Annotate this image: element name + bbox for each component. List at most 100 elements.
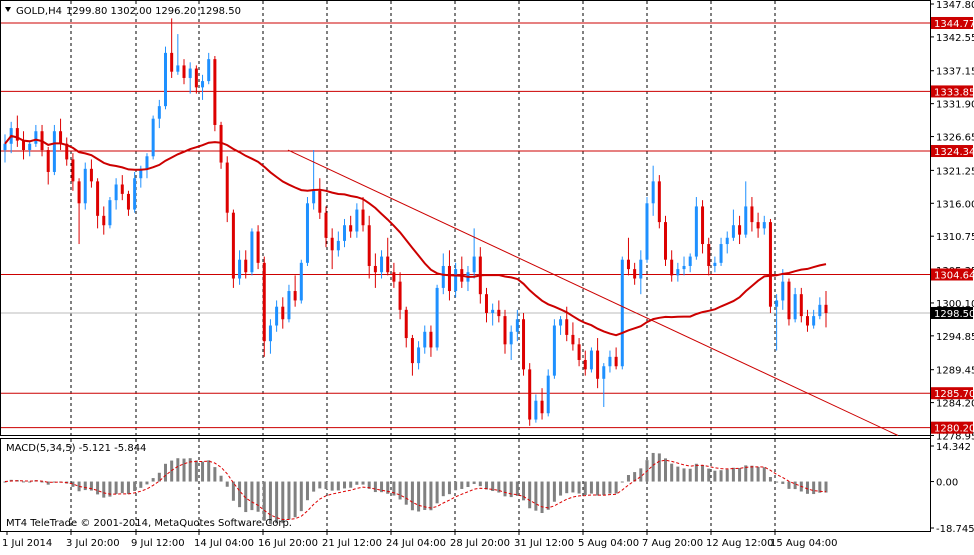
macd-bar	[738, 468, 742, 482]
trendline[interactable]	[287, 149, 899, 436]
level-tag	[931, 387, 973, 400]
time-label: 15 Aug 04:00	[770, 538, 837, 549]
macd-bar	[312, 481, 316, 492]
macd-bar	[484, 481, 488, 490]
candle-body	[225, 162, 229, 213]
candle-body	[275, 306, 279, 326]
candle-body	[213, 59, 217, 125]
candle-body	[207, 59, 211, 82]
candle-body	[404, 309, 408, 339]
macd-bar	[386, 481, 390, 494]
candle-body	[818, 304, 822, 317]
candle-body	[793, 294, 797, 320]
candle-body	[312, 190, 316, 204]
macd-tick-label: -18.745	[936, 524, 974, 535]
macd-bar	[731, 467, 735, 482]
candle-body	[620, 259, 624, 367]
candle-body	[157, 106, 161, 119]
macd-bar	[552, 481, 556, 502]
candle-body	[238, 259, 242, 279]
candle-body	[787, 281, 791, 320]
macd-bar	[762, 467, 766, 482]
candle-body	[565, 319, 569, 335]
macd-bar	[805, 481, 809, 494]
macd-bar	[534, 481, 538, 511]
candle-body	[417, 347, 421, 364]
candle-body	[775, 300, 779, 307]
candle-body	[509, 331, 513, 345]
candle-body	[694, 206, 698, 257]
macd-signal-line	[4, 459, 827, 520]
macd-bar	[626, 475, 630, 482]
price-tick-label: 1331.90	[936, 100, 974, 111]
candle-body	[256, 231, 260, 263]
candle-body	[96, 181, 100, 216]
candle-body	[361, 209, 365, 226]
macd-bar	[540, 481, 544, 514]
triangle-down-icon[interactable]	[5, 7, 11, 12]
candle-body	[676, 269, 680, 276]
candle-body	[447, 265, 451, 292]
candle-body	[731, 225, 735, 238]
candle-body	[571, 334, 575, 345]
current-price-tag	[931, 306, 973, 319]
time-label: 12 Aug 12:00	[706, 538, 773, 549]
macd-bar	[244, 481, 248, 513]
candle-body	[373, 265, 377, 273]
macd-bar	[775, 481, 779, 483]
price-tick-label: 1278.95	[936, 432, 974, 443]
current-price-label: 1298.50	[934, 309, 974, 320]
candle-body	[577, 344, 581, 360]
candle-body	[534, 400, 538, 420]
candle-body	[59, 131, 63, 144]
macd-bar	[608, 481, 612, 494]
macd-bar	[176, 458, 180, 482]
candle-body	[77, 181, 81, 204]
macd-bar	[336, 481, 340, 491]
candle-body	[614, 356, 618, 367]
time-label: 3 Jul 20:00	[66, 538, 120, 549]
horizontal-levels[interactable]	[1, 22, 930, 429]
candle-body	[182, 65, 186, 78]
candle-body	[744, 206, 748, 235]
candle-body	[719, 244, 723, 263]
candle-body	[633, 269, 637, 279]
macd-bar	[89, 481, 93, 491]
macd-bar	[503, 481, 507, 497]
macd-bar	[460, 481, 464, 489]
level-tag-label: 1333.85	[934, 87, 974, 98]
macd-bar	[793, 481, 797, 490]
candle-body	[139, 168, 143, 179]
price-tick-label: 1347.80	[936, 0, 974, 11]
macd-bar	[565, 481, 569, 494]
macd-bar	[676, 466, 680, 482]
macd-bar	[447, 481, 451, 495]
moving-average-line	[4, 134, 827, 337]
candle-body	[756, 222, 760, 229]
candle-body	[71, 159, 75, 182]
macd-bar	[157, 472, 161, 482]
macd-bar	[201, 461, 205, 482]
vertical-grid	[70, 1, 776, 531]
macd-bar	[133, 481, 137, 491]
candle-body	[805, 316, 809, 326]
time-label: 24 Jul 04:00	[386, 538, 446, 549]
level-tag	[931, 268, 973, 281]
candle-body	[651, 181, 655, 204]
macd-bar	[589, 481, 593, 494]
macd-bar	[577, 481, 581, 494]
macd-bar	[355, 481, 359, 485]
symbol-label: GOLD,H4	[16, 6, 62, 17]
candle-body	[188, 68, 192, 78]
macd-bar	[28, 481, 32, 483]
macd-bar	[324, 481, 328, 490]
macd-bar	[3, 481, 7, 483]
macd-bar	[219, 475, 223, 482]
macd-bar	[126, 481, 130, 495]
candle-body	[657, 181, 661, 223]
candle-body	[293, 291, 297, 301]
level-tag-label: 1324.34	[934, 147, 974, 158]
ohlc-readout: 1299.80 1302.00 1296.20 1298.50	[66, 6, 241, 17]
